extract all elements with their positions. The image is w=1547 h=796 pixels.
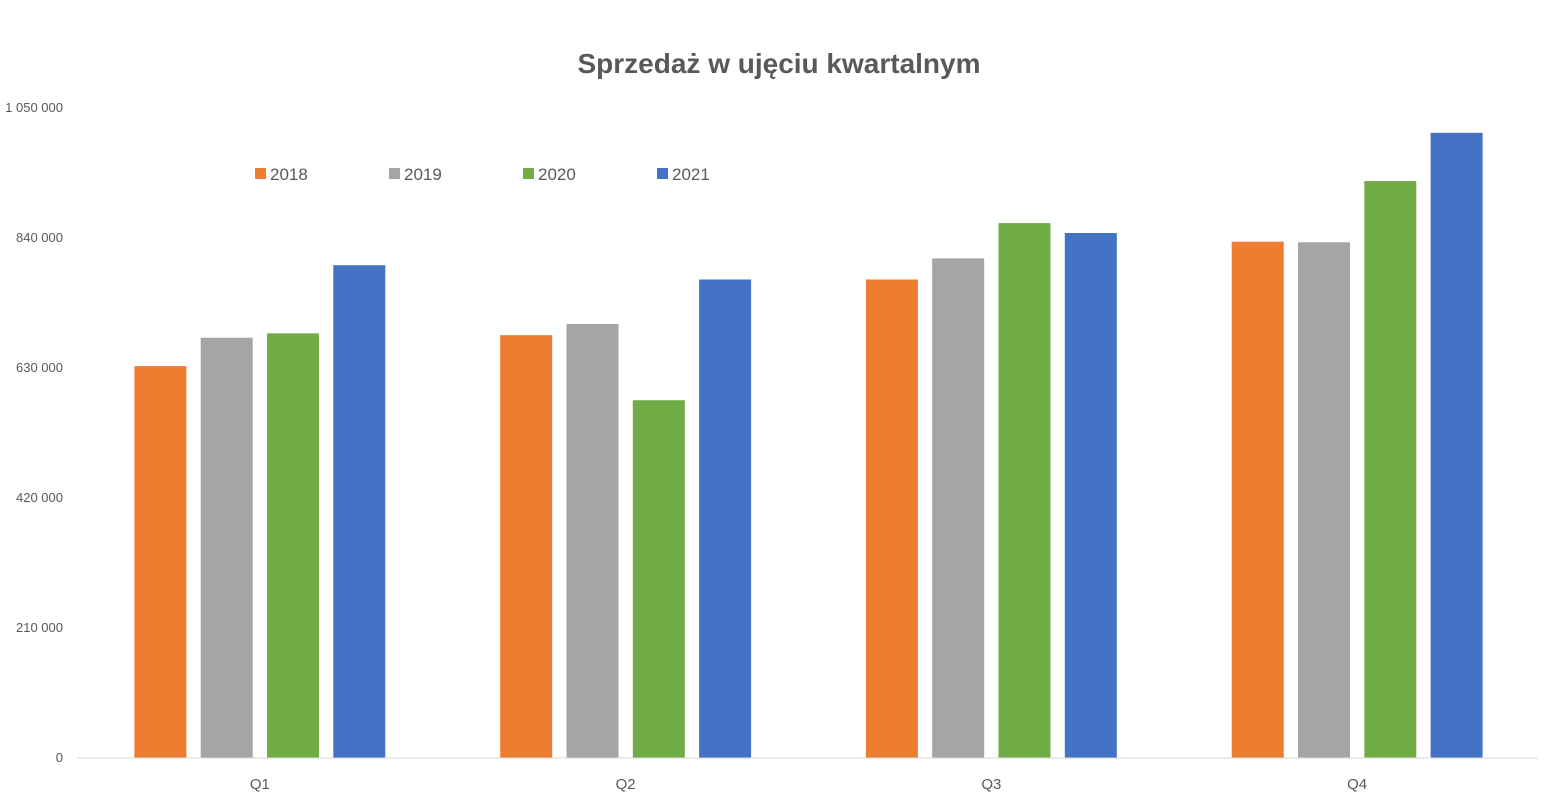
bar-2021-Q1 (333, 265, 386, 758)
y-tick-label: 840 000 (16, 230, 63, 245)
bar-2019-Q2 (566, 324, 619, 758)
x-tick-label: Q2 (616, 776, 636, 793)
y-tick-label: 0 (56, 750, 63, 765)
y-tick-label: 420 000 (16, 490, 63, 505)
bar-2018-Q2 (500, 335, 553, 758)
x-tick-label: Q1 (250, 776, 270, 793)
bar-2021-Q2 (699, 279, 752, 758)
bar-2018-Q1 (134, 366, 187, 758)
legend-label: 2021 (672, 165, 710, 184)
chart-title: Sprzedaż w ujęciu kwartalnym (577, 48, 981, 79)
legend-label: 2019 (404, 165, 442, 184)
y-axis: 0 210 000 420 000 630 000 840 000 1 050 000 (5, 100, 63, 765)
legend-label: 2020 (538, 165, 576, 184)
legend-label: 2018 (270, 165, 308, 184)
bar-2019-Q4 (1298, 242, 1350, 759)
x-tick-label: Q4 (1347, 776, 1367, 793)
y-tick-label: 1 050 000 (5, 100, 63, 115)
x-axis-labels: Q1 Q2 Q3 Q4 (250, 776, 1367, 793)
bar-2019-Q3 (932, 258, 985, 758)
legend-swatch-2021 (657, 168, 668, 179)
y-tick-label: 210 000 (16, 620, 63, 635)
bar-2020-Q3 (998, 223, 1051, 759)
legend: 2018 2019 2020 2021 (255, 165, 710, 184)
bar-2020-Q1 (267, 333, 319, 758)
bar-2019-Q1 (200, 337, 253, 758)
bar-2020-Q2 (632, 400, 685, 758)
bar-2021-Q4 (1430, 132, 1483, 759)
bar-2021-Q3 (1064, 233, 1117, 758)
bar-2020-Q4 (1364, 181, 1417, 758)
legend-swatch-2018 (255, 168, 266, 179)
x-tick-label: Q3 (981, 776, 1001, 793)
bar-2018-Q4 (1231, 241, 1284, 758)
bar-2018-Q3 (865, 279, 918, 758)
legend-swatch-2020 (523, 168, 534, 179)
legend-swatch-2019 (389, 168, 400, 179)
y-tick-label: 630 000 (16, 360, 63, 375)
bars (134, 132, 1483, 759)
